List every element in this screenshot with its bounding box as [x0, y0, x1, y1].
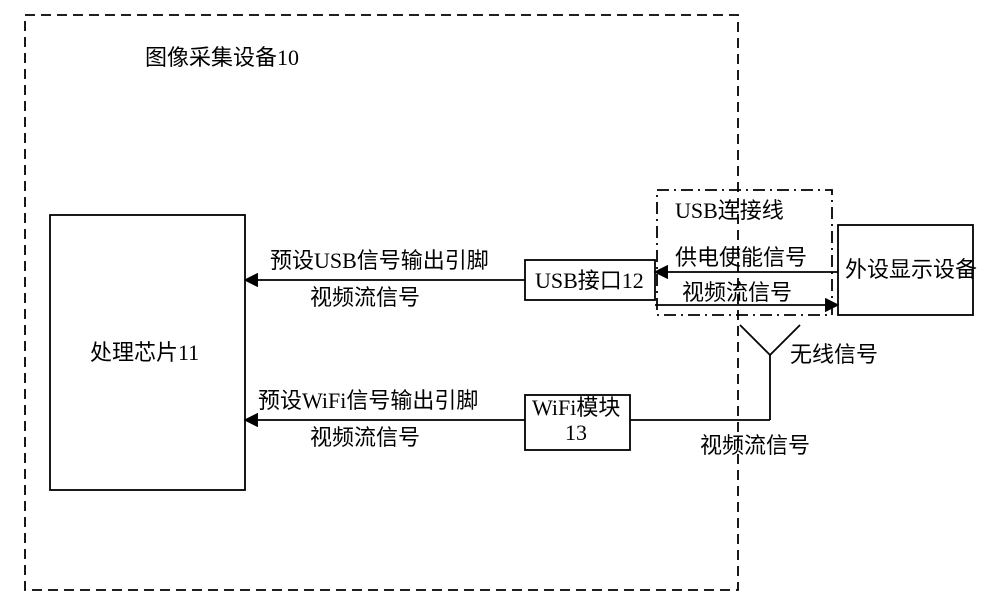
- processing-chip-label: 处理芯片11: [90, 340, 199, 365]
- wifi-pin-label-top: 预设WiFi信号输出引脚: [258, 388, 478, 413]
- wifi-module-label-line2: 13: [565, 420, 587, 445]
- usb-cable-label: USB连接线: [675, 198, 784, 223]
- external-display-label: 外设显示设备: [845, 257, 977, 282]
- wifi-pin-label-bottom: 视频流信号: [310, 425, 420, 450]
- wifi-video-label: 视频流信号: [700, 433, 810, 458]
- usb-video-label: 视频流信号: [682, 280, 792, 305]
- usb-pin-label-bottom: 视频流信号: [310, 285, 420, 310]
- wifi-module-label-line1: WiFi模块: [532, 395, 620, 420]
- device-title-label: 图像采集设备10: [145, 45, 299, 70]
- antenna-icon: [740, 325, 800, 420]
- usb-interface-label: USB接口12: [535, 268, 644, 293]
- wireless-signal-label: 无线信号: [790, 342, 878, 367]
- power-enable-label: 供电使能信号: [675, 245, 807, 270]
- usb-pin-label-top: 预设USB信号输出引脚: [270, 248, 489, 273]
